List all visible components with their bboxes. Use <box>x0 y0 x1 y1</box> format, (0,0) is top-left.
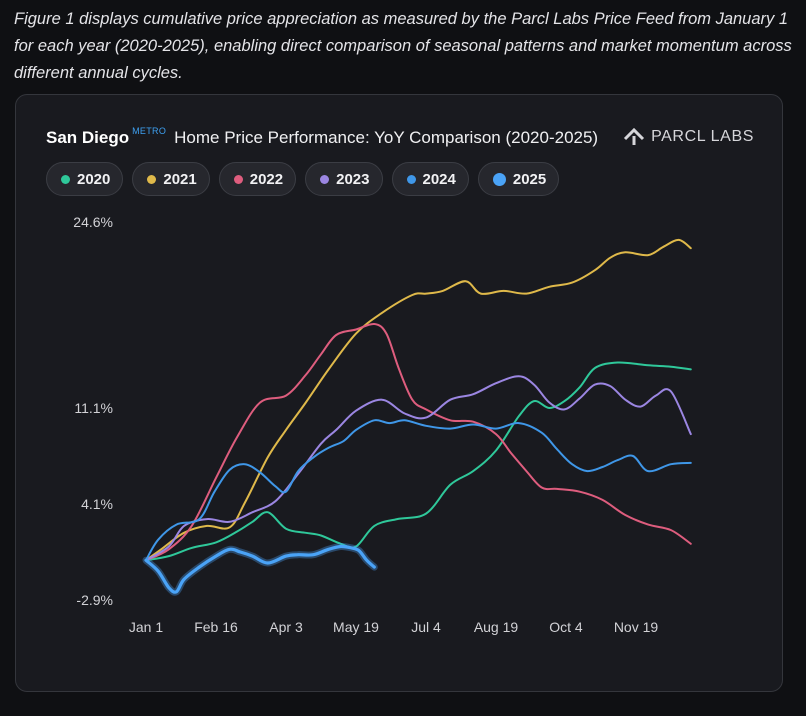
x-tick-label: Nov 19 <box>614 619 659 635</box>
y-tick-label: -2.9% <box>76 592 113 608</box>
chart-card: San Diego METRO Home Price Performance: … <box>15 94 783 692</box>
x-tick-label: Aug 19 <box>474 619 519 635</box>
legend-label: 2024 <box>422 170 456 188</box>
legend-chip-2023[interactable]: 2023 <box>305 162 383 196</box>
city-name: San Diego <box>46 128 130 147</box>
figure-caption: Figure 1 displays cumulative price appre… <box>14 10 792 82</box>
legend-dot-icon <box>320 174 330 184</box>
series-line-2023[interactable] <box>145 375 692 562</box>
y-tick-label: 4.1% <box>81 496 113 512</box>
legend-chip-2024[interactable]: 2024 <box>391 162 469 196</box>
legend-label: 2022 <box>249 170 284 188</box>
chart-title: Home Price Performance: YoY Comparison (… <box>174 128 599 147</box>
series-line-2021[interactable] <box>145 238 692 562</box>
x-axis-labels: Jan 1 Feb 16 Apr 3 May 19 Jul 4 Aug 19 Oct 4 No… <box>129 619 659 635</box>
x-tick-label: Apr 3 <box>269 619 303 635</box>
y-tick-label: 24.6% <box>73 214 113 230</box>
legend-dot-icon <box>233 174 243 184</box>
x-tick-label: Jan 1 <box>129 619 163 635</box>
x-tick-label: Jul 4 <box>411 619 441 635</box>
legend-dot-icon <box>492 172 506 186</box>
x-tick-label: May 19 <box>333 619 379 635</box>
legend-chip-2025[interactable]: 2025 <box>477 162 560 196</box>
legend-chip-2020[interactable]: 2020 <box>46 162 124 196</box>
legend-dot-icon <box>61 174 70 184</box>
logo-text: PARCL LABS <box>651 128 754 145</box>
legend-label: 2025 <box>512 170 547 188</box>
legend-chip-2021[interactable]: 2021 <box>132 162 210 196</box>
legend-label: 2020 <box>77 170 111 188</box>
y-axis-labels: 24.6% 11.1% 4.1% -2.9% <box>73 214 113 608</box>
series-line-2024[interactable] <box>145 419 692 562</box>
x-tick-label: Oct 4 <box>549 619 583 635</box>
parcl-labs-logo: PARCL LABS <box>623 128 754 146</box>
legend-chip-2022[interactable]: 2022 <box>218 162 297 196</box>
metro-badge: METRO <box>132 126 167 136</box>
x-tick-label: Feb 16 <box>194 619 238 635</box>
series-line-2022[interactable] <box>145 322 692 562</box>
legend-dot-icon <box>147 174 157 184</box>
series-line-2020[interactable] <box>145 361 692 562</box>
legend-label: 2021 <box>163 170 197 188</box>
chart-legend: 2020 2021 2022 2023 2024 2025 <box>46 162 560 196</box>
parcl-labs-logo-icon <box>624 128 645 145</box>
legend-dot-icon <box>406 174 416 184</box>
series-line-2025[interactable] <box>144 544 376 594</box>
chart-header: San Diego METRO Home Price Performance: … <box>46 126 599 148</box>
y-tick-label: 11.1% <box>74 400 113 416</box>
legend-label: 2023 <box>336 170 370 188</box>
series-lines <box>142 238 692 596</box>
